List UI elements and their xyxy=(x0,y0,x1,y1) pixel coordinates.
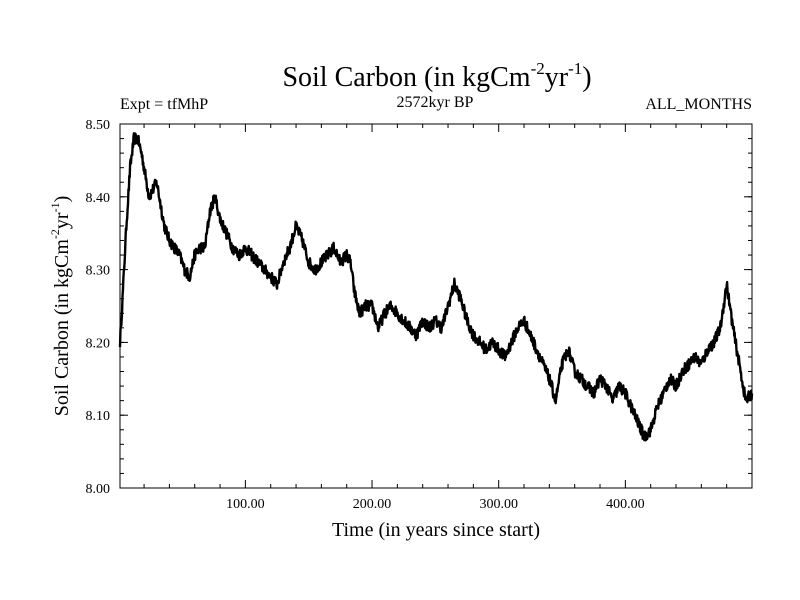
x-tick-label-0: 100.00 xyxy=(226,497,265,512)
y-tick-label-4: 8.40 xyxy=(86,191,111,206)
x-axis-label: Time (in years since start) xyxy=(332,519,540,541)
y-axis-label: Soil Carbon (in kgCm-2yr-1) xyxy=(48,196,73,417)
series-line-soil-carbon xyxy=(118,132,754,442)
x-tick-label-2: 300.00 xyxy=(479,497,518,512)
chart-title: Soil Carbon (in kgCm-2yr-1) xyxy=(282,59,591,93)
subtitle-left: Expt = tfMhP xyxy=(120,96,208,113)
y-axis: 8.00 8.10 8.20 8.30 8.40 8.50 xyxy=(86,118,752,497)
y-tick-label-0: 8.00 xyxy=(86,482,111,497)
plot-frame xyxy=(119,123,753,489)
y-tick-label-1: 8.10 xyxy=(86,409,111,424)
subtitle-center: 2572kyr BP xyxy=(397,94,474,111)
y-tick-label-3: 8.30 xyxy=(86,264,111,279)
subtitle-right: ALL_MONTHS xyxy=(645,96,752,113)
x-tick-label-1: 200.00 xyxy=(353,497,392,512)
y-tick-label-2: 8.20 xyxy=(86,336,111,351)
y-tick-label-5: 8.50 xyxy=(86,118,111,133)
x-axis: 100.00 200.00 300.00 400.00 xyxy=(143,124,728,512)
x-tick-label-3: 400.00 xyxy=(606,497,645,512)
